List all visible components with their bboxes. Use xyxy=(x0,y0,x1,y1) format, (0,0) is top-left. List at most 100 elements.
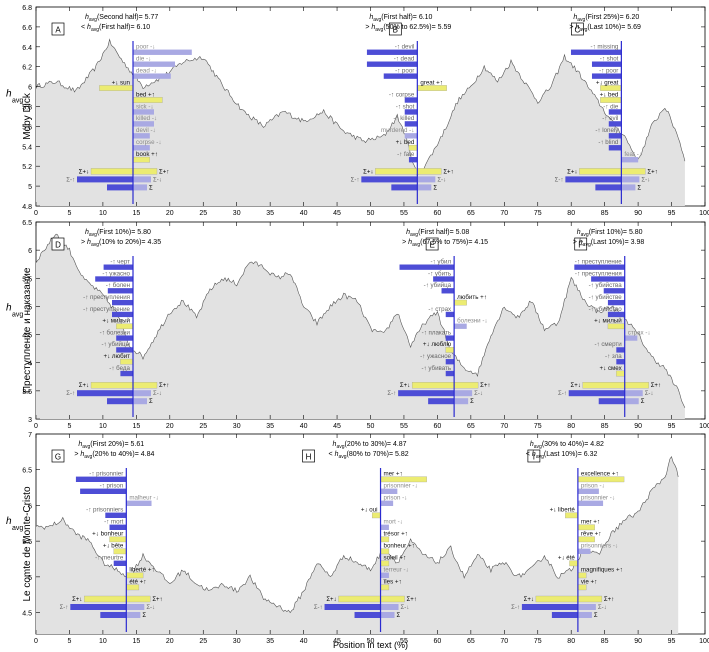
panel-letter: H xyxy=(306,453,312,462)
summary-label: Σ-↓ xyxy=(474,391,483,397)
x-tick-label: 25 xyxy=(199,638,207,645)
summary-label: Σ xyxy=(149,185,153,191)
x-tick-label: 100 xyxy=(699,210,709,217)
stat-line-2: < havg(80% to 70%)= 5.82 xyxy=(329,451,409,460)
word-bar xyxy=(608,133,622,139)
x-tick-label: 35 xyxy=(266,638,274,645)
x-tick-label: 30 xyxy=(233,423,241,430)
x-tick-label: 60 xyxy=(434,638,442,645)
word-label: -↑ убийцы xyxy=(102,341,131,348)
summary-bar-pos-up xyxy=(453,382,479,389)
summary-bar-neg-up xyxy=(324,604,381,610)
x-tick-label: 45 xyxy=(333,210,341,217)
word-label: -↑ убийства xyxy=(589,282,623,289)
summary-bar-total-right xyxy=(624,398,639,405)
summary-bar-total-right xyxy=(621,184,636,191)
word-bar xyxy=(608,121,622,127)
word-bar xyxy=(399,264,455,270)
summary-bar-pos-up xyxy=(417,168,442,175)
word-label: -↑ devil xyxy=(395,44,415,51)
stat-line-1: havg(First half)= 5.08 xyxy=(406,229,469,238)
x-tick-label: 75 xyxy=(534,210,542,217)
summary-bar-pos-up xyxy=(621,168,646,175)
panel-letter-box xyxy=(51,449,65,463)
x-tick-label: 35 xyxy=(266,423,274,430)
word-label: -↑ беда xyxy=(109,365,130,372)
x-tick-label: 15 xyxy=(132,423,140,430)
y-tick-label: 5.4 xyxy=(22,144,32,151)
word-bar xyxy=(133,73,171,79)
summary-label: Σ xyxy=(433,185,437,191)
word-label: -↑ плакать xyxy=(422,329,451,336)
word-label: -↑ убить xyxy=(428,270,451,277)
word-label: -↑ missing xyxy=(591,44,619,51)
word-label: corpse -↓ xyxy=(136,139,161,146)
word-label: -↑ corpse xyxy=(389,91,415,98)
x-tick-label: 15 xyxy=(132,210,140,217)
x-tick-label: 100 xyxy=(699,638,709,645)
summary-label: Σ+↑ xyxy=(651,383,661,389)
y-tick-label: 6.6 xyxy=(22,25,32,32)
summary-bar-total-left xyxy=(107,184,134,191)
x-tick-label: 65 xyxy=(467,638,475,645)
word-label: -↑ poor xyxy=(599,67,618,74)
word-bar xyxy=(107,288,134,294)
word-label: -↑ убийстве xyxy=(589,294,623,301)
word-bar xyxy=(126,500,152,506)
stat-line-2: > havg(Last 10%)= 5.69 xyxy=(569,24,641,33)
summary-label: Σ+↑ xyxy=(159,169,169,175)
word-bar xyxy=(109,524,127,530)
x-tick-label: 70 xyxy=(500,210,508,217)
summary-label: Σ+↓ xyxy=(524,597,534,603)
chart-1: 4.8 5 5.2 5.4 5.6 5.8 6 6.2 6.4 6.6 6.8 0 5 10 15 20 25 3… xyxy=(6,5,709,217)
word-label: mer +↑ xyxy=(581,519,600,526)
word-label: prisonnier -↓ xyxy=(384,483,418,490)
word-bar xyxy=(80,488,127,494)
stat-line-2: > havg(50% to 62.5%)= 5.59 xyxy=(365,24,451,33)
y-axis-label: h xyxy=(6,89,12,100)
word-label: -↑ killed xyxy=(393,115,415,122)
summary-label: Σ-↓ xyxy=(146,605,155,611)
summary-label: Σ-↑ xyxy=(60,605,69,611)
x-tick-label: 85 xyxy=(601,638,609,645)
panel-letter: G xyxy=(55,453,61,462)
summary-bar-neg-down xyxy=(577,604,596,610)
word-label: -↑ убил xyxy=(430,259,451,266)
summary-label: Σ-↑ xyxy=(387,391,396,397)
x-tick-label: 100 xyxy=(699,423,709,430)
summary-label: Σ+↑ xyxy=(152,597,162,603)
word-label: -↑ dead xyxy=(394,56,415,63)
word-bar xyxy=(441,288,455,294)
summary-bar-neg-down xyxy=(133,176,152,183)
word-bar xyxy=(591,61,622,67)
word-label: -↑ mort xyxy=(104,519,124,526)
summary-label: Σ-↓ xyxy=(645,391,654,397)
summary-bar-total-right xyxy=(454,398,469,405)
y-tick-label: 3.5 xyxy=(22,389,32,396)
panel-letter-box xyxy=(302,449,315,463)
summary-bar-pos-up xyxy=(126,595,151,603)
summary-bar-neg-down xyxy=(133,390,152,397)
summary-label: Σ-↓ xyxy=(437,177,446,183)
y-tick-label: 6 xyxy=(28,248,32,255)
summary-bar-neg-down xyxy=(621,176,640,183)
word-label: bonheur +↑ xyxy=(384,543,415,550)
word-label: -↑ blind xyxy=(598,139,619,146)
word-label: -↑ meurtre xyxy=(95,555,124,562)
series-area xyxy=(36,456,679,634)
x-tick-label: 70 xyxy=(500,423,508,430)
x-tick-label: 0 xyxy=(34,423,38,430)
panel-letter: D xyxy=(55,241,61,250)
x-tick-label: 75 xyxy=(534,638,542,645)
series-line xyxy=(35,233,686,408)
book-title: Le comte de Monte-Cristo xyxy=(22,486,33,601)
word-label: été +↑ xyxy=(129,579,146,586)
word-bar xyxy=(75,476,127,482)
word-label: +↓ люблю xyxy=(423,341,452,348)
word-label: bed +↑ xyxy=(136,91,155,98)
panel-letter: E xyxy=(429,241,434,250)
panel-letter: A xyxy=(55,26,61,35)
y-tick-label: 4 xyxy=(28,361,32,368)
summary-label: Σ+↓ xyxy=(79,383,89,389)
